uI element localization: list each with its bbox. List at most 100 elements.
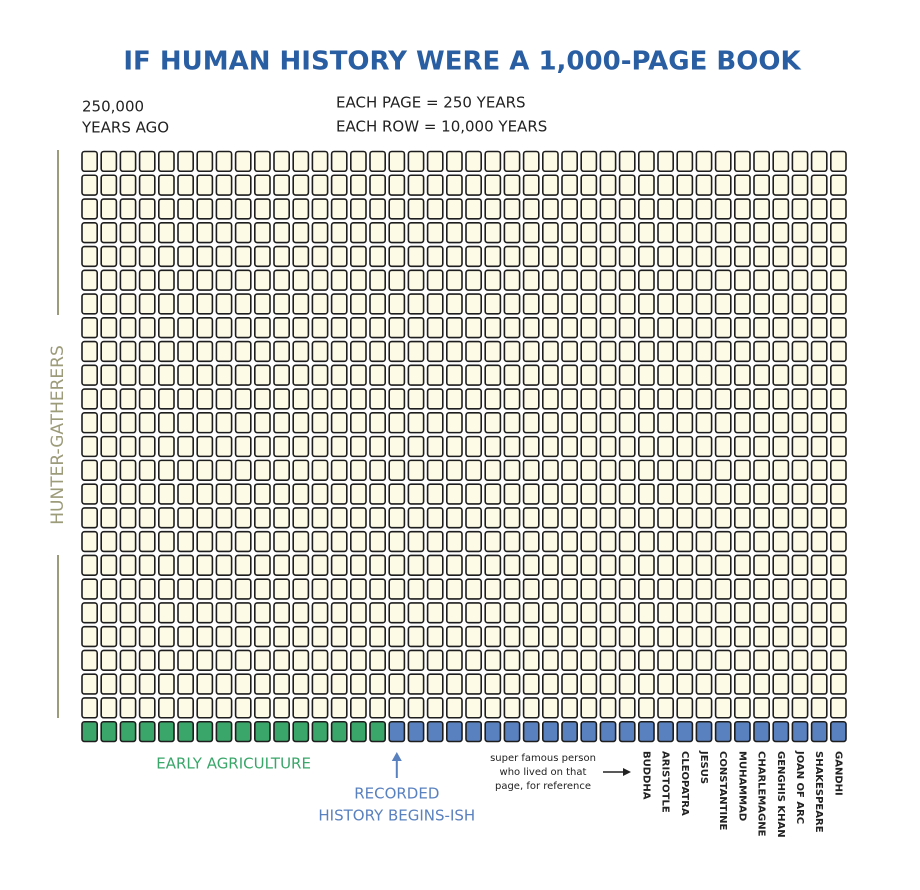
page [618, 221, 636, 244]
page [618, 174, 636, 196]
page [561, 245, 578, 268]
page [273, 221, 290, 244]
page [753, 625, 770, 648]
page [196, 483, 214, 505]
page [465, 340, 482, 363]
page [234, 245, 252, 268]
page [580, 412, 598, 434]
page [695, 269, 713, 291]
page [349, 174, 367, 196]
page [695, 435, 713, 458]
page [138, 602, 156, 624]
page [753, 388, 770, 410]
page [733, 221, 751, 244]
page [215, 554, 233, 576]
page [138, 174, 156, 196]
page [810, 221, 828, 244]
page [177, 293, 194, 315]
page [407, 412, 425, 434]
page [618, 317, 636, 339]
page [445, 198, 463, 220]
page [349, 530, 367, 553]
page [772, 649, 790, 672]
page [810, 174, 828, 196]
page [215, 673, 233, 695]
page [561, 198, 578, 220]
page [465, 483, 482, 505]
page [426, 269, 444, 291]
page [292, 245, 310, 268]
page [637, 459, 655, 481]
page [676, 602, 694, 624]
page [158, 649, 175, 672]
page [733, 150, 751, 173]
page [657, 602, 674, 624]
page [676, 459, 694, 481]
page [445, 578, 463, 600]
page [541, 293, 559, 315]
page [119, 364, 137, 386]
page [407, 150, 425, 173]
page [599, 174, 617, 196]
page [695, 198, 713, 220]
page [522, 412, 540, 434]
page [541, 673, 559, 695]
page [522, 150, 540, 173]
page [829, 483, 847, 505]
page [254, 317, 271, 339]
page [733, 602, 751, 624]
page [465, 198, 482, 220]
page [292, 293, 310, 315]
page [541, 649, 559, 672]
page [618, 198, 636, 220]
page [254, 245, 271, 268]
page [637, 625, 655, 648]
page [637, 720, 655, 743]
page [695, 245, 713, 268]
page [177, 198, 194, 220]
page [81, 435, 98, 458]
page [484, 412, 502, 434]
page [369, 245, 386, 268]
page [484, 602, 502, 624]
page [810, 435, 828, 458]
page [503, 697, 521, 719]
page [426, 412, 444, 434]
page [100, 554, 118, 576]
page [810, 602, 828, 624]
page [273, 198, 290, 220]
page [484, 649, 502, 672]
page [119, 554, 137, 576]
page [369, 198, 386, 220]
page [580, 625, 598, 648]
page [234, 269, 252, 291]
page [158, 412, 175, 434]
page [522, 530, 540, 553]
page [561, 673, 578, 695]
page [772, 340, 790, 363]
page [311, 459, 329, 481]
page [484, 483, 502, 505]
page [676, 720, 694, 743]
page [829, 673, 847, 695]
page [388, 697, 406, 719]
page [484, 269, 502, 291]
page [177, 340, 194, 363]
page [618, 150, 636, 173]
page [158, 269, 175, 291]
page [445, 150, 463, 173]
page [676, 554, 694, 576]
note: super famous person [490, 753, 596, 764]
page [714, 530, 732, 553]
page [254, 340, 271, 363]
page [330, 412, 348, 434]
page [426, 317, 444, 339]
page [177, 530, 194, 553]
page [503, 174, 521, 196]
page [810, 245, 828, 268]
page [369, 720, 386, 743]
page [561, 697, 578, 719]
page [676, 530, 694, 553]
page [541, 483, 559, 505]
page [465, 245, 482, 268]
